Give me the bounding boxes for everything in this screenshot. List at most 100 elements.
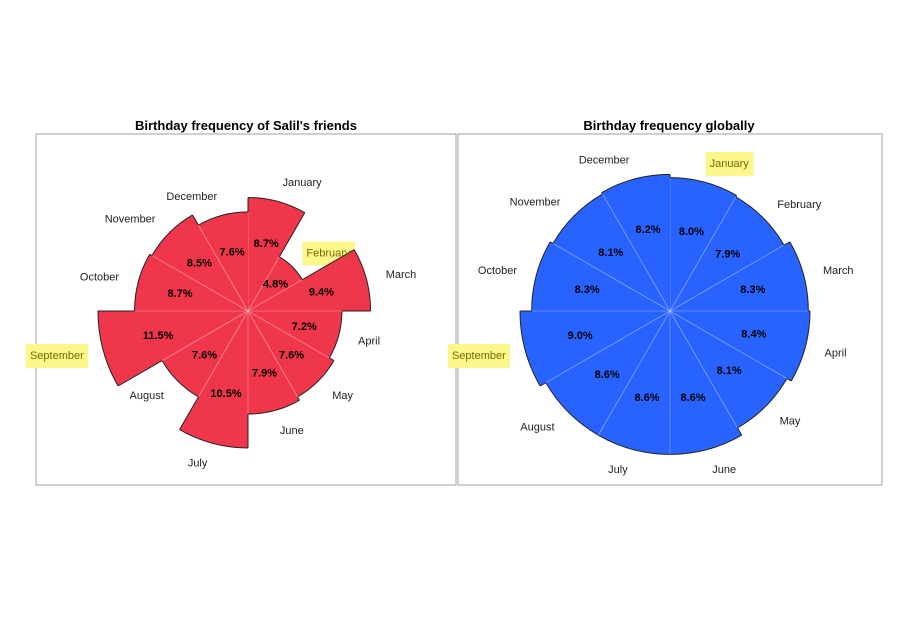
value-label-august: 7.6%	[192, 349, 217, 361]
slice-july	[598, 311, 670, 455]
slice-june	[670, 311, 742, 455]
slice-step-edge	[179, 396, 199, 430]
month-label-april: April	[358, 335, 380, 347]
value-label-july: 10.5%	[210, 388, 241, 400]
slice-outline-july	[598, 434, 671, 455]
value-label-september: 9.0%	[568, 330, 593, 342]
slice-step-edge	[149, 253, 153, 256]
slice-september	[98, 311, 248, 386]
chart-title: Birthday frequency globally	[583, 118, 755, 133]
slice-october	[531, 241, 670, 311]
slice-outline-october	[531, 241, 551, 312]
slice-step-edge	[192, 214, 199, 226]
slice-march	[670, 241, 809, 311]
chart-global: Birthday frequency globally 8.0% January 7…	[447, 118, 883, 486]
value-label-january: 8.7%	[254, 238, 279, 250]
slice-divider	[601, 192, 671, 312]
slice-february	[670, 196, 785, 311]
slice-divider	[198, 224, 249, 312]
month-label-july: July	[188, 458, 208, 470]
slice-september	[520, 311, 670, 386]
slice-divider	[539, 310, 671, 387]
value-label-june: 8.6%	[680, 392, 705, 404]
slice-divider	[597, 310, 671, 436]
slice-outline-october	[134, 254, 151, 312]
slice-april	[248, 311, 342, 358]
value-label-december: 8.2%	[636, 224, 661, 236]
slice-january	[248, 197, 305, 311]
slice-outline-april	[790, 310, 811, 382]
value-label-april: 8.4%	[741, 328, 766, 340]
slice-december	[601, 174, 670, 311]
month-label-november: November	[105, 213, 156, 225]
slice-december	[198, 211, 248, 311]
value-label-february: 4.8%	[263, 279, 288, 291]
value-label-april: 7.2%	[292, 321, 317, 333]
slice-outline-june	[247, 399, 300, 415]
chart-frame	[35, 133, 457, 486]
slice-outline-august	[545, 382, 599, 436]
month-label-june: June	[280, 425, 304, 437]
slice-may	[670, 311, 787, 428]
value-label-march: 8.3%	[740, 284, 765, 296]
slice-outline-may	[737, 378, 788, 429]
slice-march	[248, 249, 371, 311]
slice-outline-september	[97, 310, 119, 387]
value-label-february: 7.9%	[715, 248, 740, 260]
slice-outline-november	[552, 193, 603, 244]
chart-title: Birthday frequency of Salil's friends	[135, 118, 357, 133]
value-label-july: 8.6%	[634, 392, 659, 404]
highlight-box-january	[705, 151, 754, 176]
chart-salils-friends: Birthday frequency of Salil's friends 8.…	[25, 118, 457, 486]
slice-outline-april	[328, 310, 343, 359]
highlight-box-september	[447, 343, 511, 368]
slice-divider	[247, 310, 335, 361]
highlight-box-september	[25, 343, 89, 368]
slice-outline-january	[669, 177, 737, 196]
slice-divider	[669, 196, 737, 312]
slice-outline-june	[669, 434, 742, 455]
slice-november	[553, 194, 670, 311]
slice-outline-december	[601, 173, 671, 194]
month-label-august: August	[130, 390, 164, 402]
slice-june	[248, 311, 300, 415]
slice-outline-july	[179, 429, 249, 449]
slice-outline-january	[247, 197, 305, 214]
month-label-may: May	[332, 390, 353, 402]
slice-july	[179, 311, 248, 448]
value-label-august: 8.6%	[595, 369, 620, 381]
month-label-january: January	[710, 158, 750, 170]
slice-step-edge	[786, 378, 792, 382]
slice-step-edge	[549, 241, 554, 244]
value-label-march: 9.4%	[309, 286, 334, 298]
value-label-june: 7.9%	[252, 368, 277, 380]
slice-divider	[247, 256, 280, 312]
slice-outline-march	[353, 249, 372, 312]
slice-divider	[552, 243, 671, 312]
value-label-october: 8.3%	[575, 284, 600, 296]
value-label-november: 8.1%	[598, 247, 623, 259]
month-label-september: September	[30, 350, 84, 362]
slice-january	[670, 177, 737, 311]
slice-november	[151, 214, 248, 311]
slice-august	[162, 311, 248, 397]
month-label-may: May	[780, 416, 801, 428]
month-label-july: July	[608, 464, 628, 476]
slice-divider	[669, 310, 788, 379]
month-label-september: September	[452, 350, 506, 362]
value-label-may: 7.6%	[279, 349, 304, 361]
month-label-october: October	[478, 265, 517, 277]
month-label-december: December	[579, 155, 630, 167]
slice-may	[248, 311, 334, 397]
slice-divider	[669, 241, 791, 312]
slice-step-edge	[601, 192, 603, 195]
slice-april	[670, 311, 810, 381]
value-label-october: 8.7%	[168, 288, 193, 300]
value-label-september: 11.5%	[143, 330, 174, 342]
value-label-november: 8.5%	[187, 257, 212, 269]
value-label-december: 7.6%	[220, 247, 245, 259]
slice-step-edge	[329, 357, 335, 361]
chart-frame	[457, 133, 883, 486]
month-label-november: November	[510, 196, 561, 208]
